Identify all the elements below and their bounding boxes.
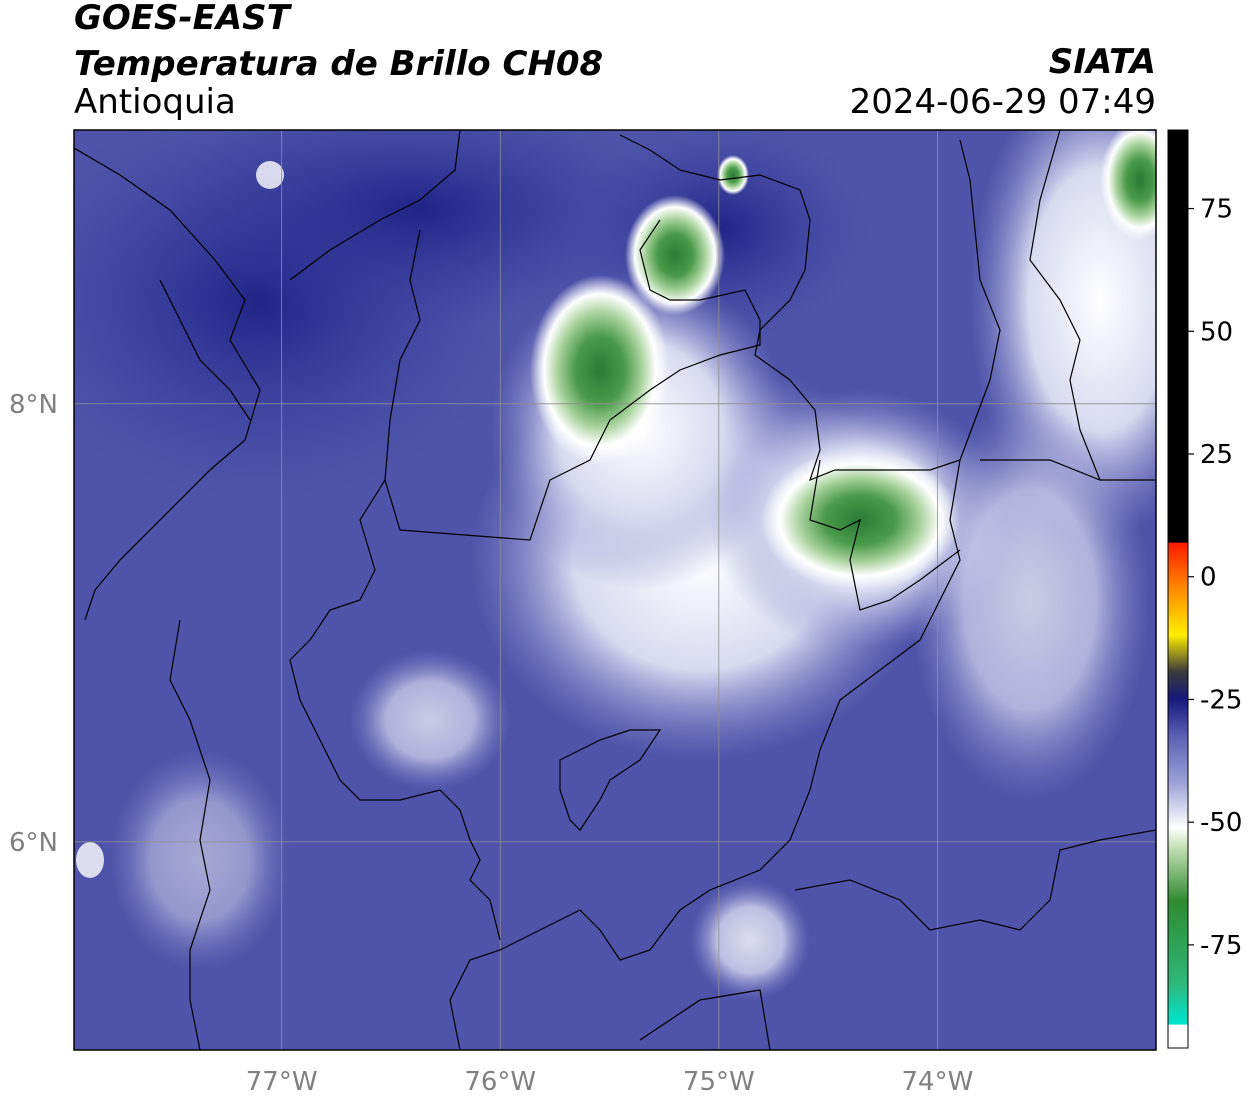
colorbar-tick-label: 25 [1200,440,1233,470]
colorbar-tick-label: 50 [1200,317,1233,347]
east-dept-border [980,459,1156,481]
colorbar [1167,129,1189,1049]
lon-tick-label: 75°W [683,1067,755,1097]
colorbar-ticks: 75 50 25 0 -25 -50 -75 [1188,195,1242,961]
enclave-border [559,729,662,831]
longitude-labels: 77°W 76°W 75°W 74°W [246,1067,974,1097]
river-atrato [159,279,251,421]
lat-tick-label: 8°N [9,390,58,420]
map-gridlines [74,130,1156,1050]
antioquia-north-border [384,219,761,541]
colorbar-tick-label: -50 [1200,808,1242,838]
east-inner-border [809,459,961,611]
datetime-label: 2024-06-29 07:49 [849,82,1156,122]
far-east-border [1029,130,1101,481]
lat-tick-label: 6°N [9,828,58,858]
temperature-field [74,130,1156,1050]
lon-tick-label: 74°W [902,1067,974,1097]
antioquia-southeast-border [579,459,961,961]
colorbar-tick-label: 0 [1200,563,1217,593]
colorbar-tick-label: -75 [1200,931,1242,961]
coastline-west [74,147,261,621]
colorbar-tick-label: -25 [1200,685,1242,715]
coastline-gulf [289,130,461,281]
antioquia-east-border [619,134,1001,482]
latitude-labels: 8°N 6°N [9,390,58,858]
product-title: Temperatura de Brillo CH08 [74,44,604,84]
colorbar-tick-label: 75 [1200,195,1233,225]
southern-dept-border [639,989,771,1050]
antioquia-west-border [289,479,501,941]
southern-border-west [449,909,581,1050]
region-label: Antioquia [74,82,236,122]
admin-borders [74,130,1156,1050]
chocó-border [169,619,211,1050]
southern-border-east [794,829,1156,931]
brand-label: SIATA [1048,42,1156,82]
lon-tick-label: 76°W [464,1067,536,1097]
lon-tick-label: 77°W [246,1067,318,1097]
map-frame [73,129,1157,1051]
satellite-title: GOES-EAST [74,0,290,38]
